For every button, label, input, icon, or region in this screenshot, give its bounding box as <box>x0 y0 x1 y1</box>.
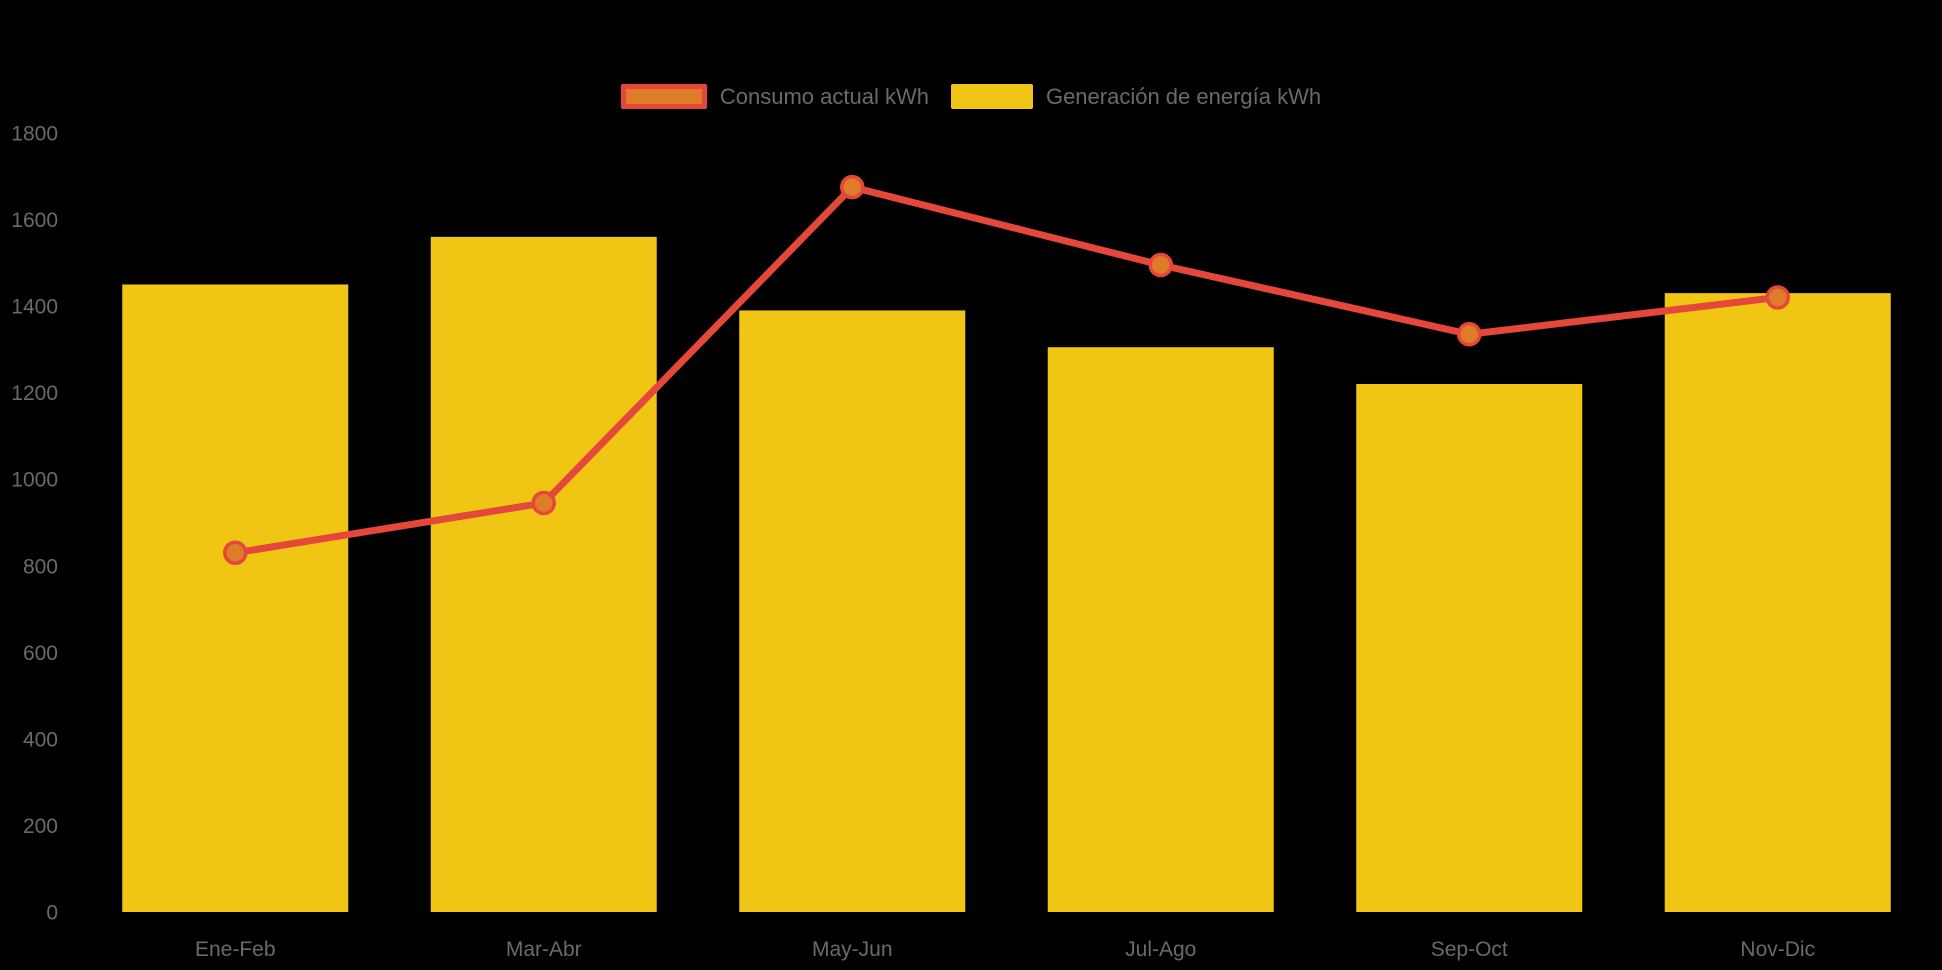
bar-Jul-Ago[interactable] <box>1047 347 1274 913</box>
y-axis-tick-label: 1400 <box>11 296 58 319</box>
consumo-line-swatch-icon <box>620 84 707 109</box>
y-axis-tick-label: 1200 <box>11 382 58 405</box>
line-marker-Jul-Ago[interactable] <box>1148 252 1173 278</box>
legend-item-consumo[interactable]: Consumo actual kWh <box>620 84 929 109</box>
bar-Sep-Oct[interactable] <box>1356 384 1583 912</box>
legend-item-generacion[interactable]: Generación de energía kWh <box>950 84 1322 109</box>
legend-label-consumo: Consumo actual kWh <box>719 84 929 109</box>
generacion-bar-swatch-icon <box>950 84 1033 109</box>
y-axis-tick-label: 800 <box>23 555 58 578</box>
y-axis-tick-label: 0 <box>46 902 58 925</box>
y-axis-tick-label: 200 <box>23 815 58 838</box>
x-axis-label-May-Jun: May-Jun <box>812 938 893 961</box>
x-axis-label-Ene-Feb: Ene-Feb <box>195 938 276 961</box>
line-marker-Mar-Abr[interactable] <box>531 490 556 516</box>
line-marker-Ene-Feb[interactable] <box>223 540 248 566</box>
line-marker-May-Jun[interactable] <box>840 174 865 200</box>
bar-May-Jun[interactable] <box>739 310 966 912</box>
line-marker-Sep-Oct[interactable] <box>1457 321 1482 347</box>
consumo-line <box>231 183 1782 557</box>
x-axis-label-Sep-Oct: Sep-Oct <box>1431 938 1508 961</box>
line-marker-Nov-Dic[interactable] <box>1765 285 1790 310</box>
x-axis-label-Nov-Dic: Nov-Dic <box>1740 938 1815 961</box>
bar-Mar-Abr[interactable] <box>430 236 657 912</box>
legend-label-generacion: Generación de energía kWh <box>1045 84 1322 109</box>
x-axis-label-Mar-Abr: Mar-Abr <box>506 938 582 961</box>
bar-Ene-Feb[interactable] <box>122 284 349 912</box>
y-axis-tick-label: 1000 <box>11 469 58 492</box>
y-axis-tick-label: 600 <box>23 642 58 665</box>
bar-Nov-Dic[interactable] <box>1664 293 1891 912</box>
y-axis-tick-label: 400 <box>23 728 58 751</box>
chart-legend: Consumo actual kWh Generación de energía… <box>0 84 1942 109</box>
y-axis-tick-label: 1800 <box>11 123 58 146</box>
x-axis-label-Jul-Ago: Jul-Ago <box>1125 938 1196 961</box>
y-axis-tick-label: 1600 <box>11 209 58 232</box>
